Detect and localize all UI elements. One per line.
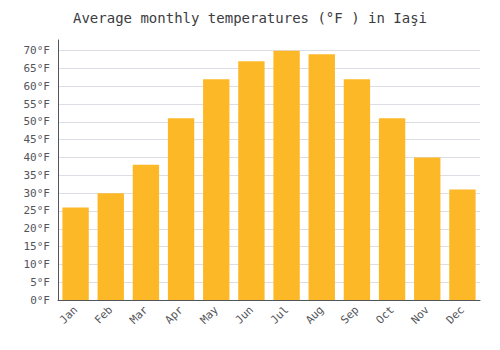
svg-text:30°F: 30°F [24, 187, 51, 200]
svg-text:55°F: 55°F [24, 98, 51, 111]
svg-text:Apr: Apr [162, 303, 185, 326]
svg-text:Jul: Jul [268, 303, 291, 326]
svg-text:Aug: Aug [303, 303, 326, 326]
svg-text:Jan: Jan [57, 303, 80, 326]
svg-text:10°F: 10°F [24, 258, 51, 271]
svg-text:35°F: 35°F [24, 169, 51, 182]
svg-text:Mar: Mar [127, 303, 150, 326]
svg-text:Oct: Oct [373, 303, 396, 326]
svg-text:0°F: 0°F [30, 294, 50, 307]
svg-text:Jun: Jun [233, 303, 256, 326]
svg-text:Average monthly temperatures (: Average monthly temperatures (°F ) in Ia… [73, 10, 427, 26]
svg-text:65°F: 65°F [24, 62, 51, 75]
svg-text:20°F: 20°F [24, 222, 51, 235]
svg-text:Sep: Sep [338, 303, 361, 326]
svg-text:25°F: 25°F [24, 204, 51, 217]
svg-text:Nov: Nov [409, 303, 432, 326]
svg-text:70°F: 70°F [24, 44, 51, 57]
svg-text:Dec: Dec [444, 303, 467, 326]
svg-text:50°F: 50°F [24, 115, 51, 128]
svg-text:60°F: 60°F [24, 80, 51, 93]
svg-text:45°F: 45°F [24, 133, 51, 146]
svg-text:Feb: Feb [92, 303, 115, 326]
svg-text:5°F: 5°F [30, 276, 50, 289]
svg-text:15°F: 15°F [24, 240, 51, 253]
svg-text:May: May [198, 303, 221, 326]
svg-text:40°F: 40°F [24, 151, 51, 164]
